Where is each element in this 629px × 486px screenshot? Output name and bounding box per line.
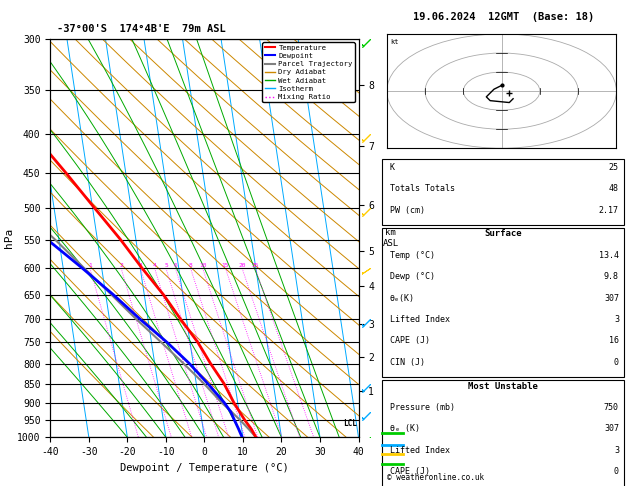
Y-axis label: km
ASL: km ASL <box>382 228 399 248</box>
Text: CAPE (J): CAPE (J) <box>390 336 430 346</box>
Legend: Temperature, Dewpoint, Parcel Trajectory, Dry Adiabat, Wet Adiabat, Isotherm, Mi: Temperature, Dewpoint, Parcel Trajectory… <box>262 42 355 102</box>
Text: 19.06.2024  12GMT  (Base: 18): 19.06.2024 12GMT (Base: 18) <box>413 12 594 22</box>
Text: 6: 6 <box>174 263 177 268</box>
Text: 20: 20 <box>238 263 246 268</box>
Text: K: K <box>390 163 395 172</box>
Text: 1: 1 <box>88 263 92 268</box>
Bar <box>382 228 624 377</box>
Text: 2: 2 <box>120 263 123 268</box>
Text: 0: 0 <box>614 467 619 476</box>
Text: 15: 15 <box>222 263 229 268</box>
Text: 5: 5 <box>164 263 168 268</box>
Y-axis label: hPa: hPa <box>4 228 14 248</box>
Text: Lifted Index: Lifted Index <box>390 315 450 324</box>
Text: 750: 750 <box>604 403 619 412</box>
Text: 2.17: 2.17 <box>599 206 619 215</box>
Text: Most Unstable: Most Unstable <box>468 382 538 391</box>
Text: 307: 307 <box>604 294 619 303</box>
Bar <box>382 159 624 225</box>
Text: 10: 10 <box>199 263 206 268</box>
Text: CIN (J): CIN (J) <box>390 358 425 367</box>
Text: 4: 4 <box>153 263 157 268</box>
Text: 307: 307 <box>604 424 619 434</box>
Text: kt: kt <box>391 38 399 45</box>
Text: -37°00'S  174°4B'E  79m ASL: -37°00'S 174°4B'E 79m ASL <box>57 24 225 35</box>
Text: 3: 3 <box>614 446 619 455</box>
Text: 25: 25 <box>252 263 259 268</box>
Text: 48: 48 <box>609 184 619 193</box>
Text: © weatheronline.co.uk: © weatheronline.co.uk <box>387 473 484 482</box>
Text: Dewp (°C): Dewp (°C) <box>390 272 435 281</box>
Text: θₑ(K): θₑ(K) <box>390 294 415 303</box>
Text: 13.4: 13.4 <box>599 251 619 260</box>
Bar <box>382 380 624 486</box>
Text: 3: 3 <box>614 315 619 324</box>
Text: LCL: LCL <box>343 419 357 428</box>
Text: 0: 0 <box>614 358 619 367</box>
Text: 9.8: 9.8 <box>604 272 619 281</box>
Text: 3: 3 <box>138 263 142 268</box>
Text: θₑ (K): θₑ (K) <box>390 424 420 434</box>
X-axis label: Dewpoint / Temperature (°C): Dewpoint / Temperature (°C) <box>120 463 289 473</box>
Text: 8: 8 <box>189 263 192 268</box>
Text: 25: 25 <box>609 163 619 172</box>
Text: CAPE (J): CAPE (J) <box>390 467 430 476</box>
Text: 16: 16 <box>609 336 619 346</box>
Text: Surface: Surface <box>484 229 522 239</box>
Text: Pressure (mb): Pressure (mb) <box>390 403 455 412</box>
Text: Lifted Index: Lifted Index <box>390 446 450 455</box>
Text: Temp (°C): Temp (°C) <box>390 251 435 260</box>
Text: PW (cm): PW (cm) <box>390 206 425 215</box>
Text: Totals Totals: Totals Totals <box>390 184 455 193</box>
